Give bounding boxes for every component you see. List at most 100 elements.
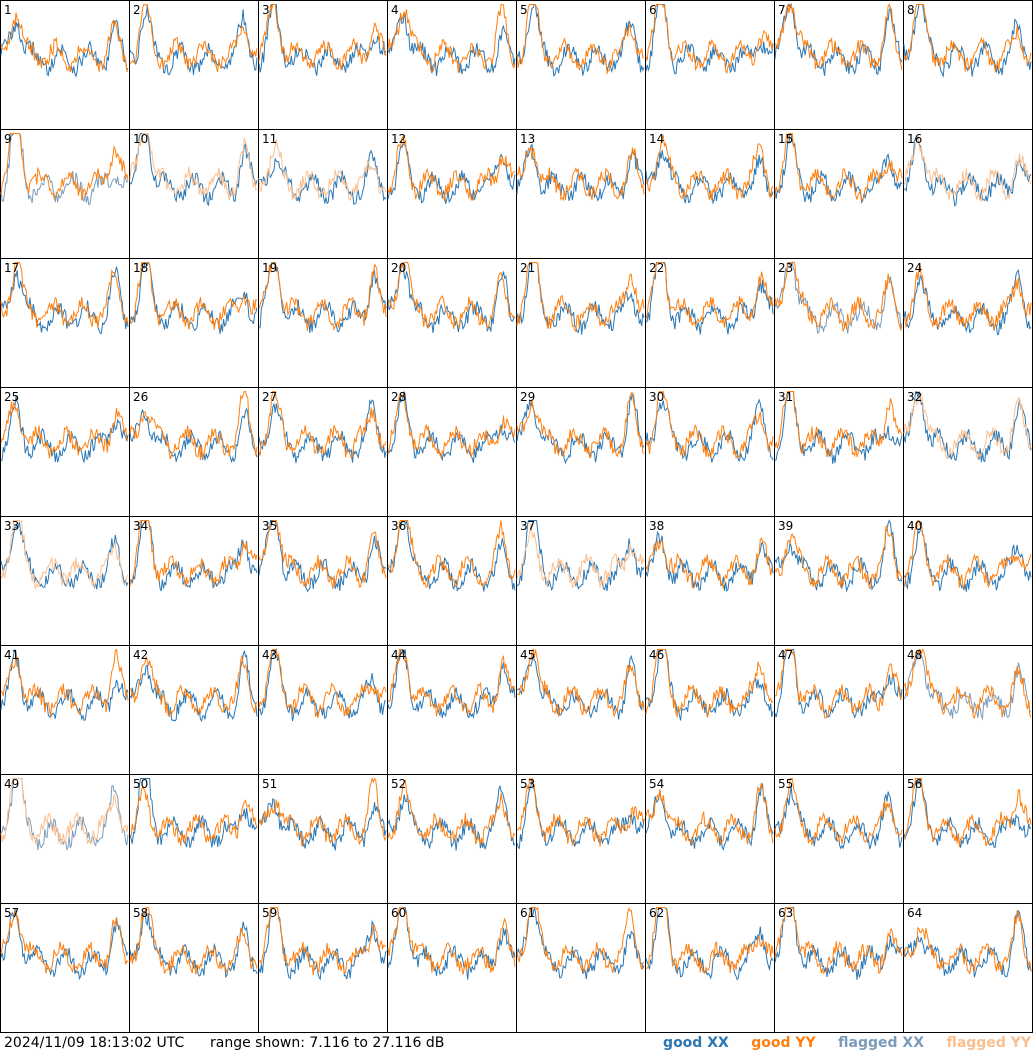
panel-frame bbox=[516, 774, 646, 904]
good-yy-trace bbox=[774, 778, 903, 847]
panel-label: 31 bbox=[778, 390, 793, 404]
panel-frame bbox=[387, 903, 517, 1033]
panel-label: 24 bbox=[907, 261, 922, 275]
panel-17: 17 bbox=[0, 258, 130, 388]
good-xx-trace bbox=[774, 519, 903, 593]
good-yy-trace bbox=[516, 647, 645, 717]
good-xx-trace bbox=[129, 778, 258, 848]
good-yy-trace bbox=[129, 261, 258, 330]
panel-3: 3 bbox=[258, 0, 388, 130]
good-yy-trace bbox=[903, 520, 1032, 589]
panel-frame bbox=[645, 516, 775, 646]
good-xx-trace bbox=[516, 392, 645, 465]
panel-label: 28 bbox=[391, 390, 406, 404]
panel-frame bbox=[0, 387, 130, 517]
panel-label: 44 bbox=[391, 648, 406, 662]
panel-20: 20 bbox=[387, 258, 517, 388]
good-yy-trace bbox=[645, 134, 774, 201]
good-yy-trace bbox=[774, 262, 903, 333]
panel-14: 14 bbox=[645, 129, 775, 259]
panel-11: 11 bbox=[258, 129, 388, 259]
panel-label: 23 bbox=[778, 261, 793, 275]
panel-label: 27 bbox=[262, 390, 277, 404]
flagged-xx-trace bbox=[903, 649, 1032, 721]
flagged-yy-trace bbox=[129, 133, 258, 201]
good-yy-trace bbox=[645, 782, 774, 846]
panel-frame bbox=[258, 774, 388, 904]
panel-label: 49 bbox=[4, 777, 19, 791]
panel-23: 23 bbox=[774, 258, 904, 388]
good-xx-trace bbox=[645, 150, 774, 205]
good-yy-trace bbox=[645, 907, 774, 975]
good-xx-trace bbox=[645, 398, 774, 463]
good-xx-trace bbox=[259, 149, 387, 205]
panel-frame bbox=[387, 645, 517, 775]
panel-frame bbox=[774, 645, 904, 775]
panel-label: 46 bbox=[649, 648, 664, 662]
panel-36: 36 bbox=[387, 516, 517, 646]
panel-46: 46 bbox=[645, 645, 775, 775]
panel-label: 42 bbox=[133, 648, 148, 662]
panel-5: 5 bbox=[516, 0, 646, 130]
panel-label: 32 bbox=[907, 390, 922, 404]
legend-good-yy: good YY bbox=[751, 1035, 816, 1051]
good-yy-trace bbox=[387, 779, 516, 846]
panel-7: 7 bbox=[774, 0, 904, 130]
panel-label: 3 bbox=[262, 3, 270, 17]
panel-frame bbox=[774, 258, 904, 388]
panel-label: 62 bbox=[649, 906, 664, 920]
good-xx-trace bbox=[516, 654, 645, 720]
panel-31: 31 bbox=[774, 387, 904, 517]
panel-label: 29 bbox=[520, 390, 535, 404]
panel-16: 16 bbox=[903, 129, 1033, 259]
panel-label: 63 bbox=[778, 906, 793, 920]
panel-label: 59 bbox=[262, 906, 277, 920]
good-yy-trace bbox=[0, 648, 129, 717]
panel-label: 33 bbox=[4, 519, 19, 533]
good-yy-trace bbox=[258, 520, 387, 590]
panel-38: 38 bbox=[645, 516, 775, 646]
panel-frame bbox=[645, 903, 775, 1033]
panel-label: 25 bbox=[4, 390, 19, 404]
good-xx-trace bbox=[516, 143, 645, 202]
panel-label: 4 bbox=[391, 3, 399, 17]
panel-frame bbox=[516, 387, 646, 517]
good-xx-trace bbox=[516, 520, 645, 592]
good-yy-trace bbox=[387, 520, 516, 588]
panel-label: 1 bbox=[4, 3, 12, 17]
good-yy-trace bbox=[903, 648, 1032, 719]
panel-frame bbox=[0, 774, 130, 904]
good-xx-trace bbox=[903, 4, 1032, 78]
good-yy-trace bbox=[516, 777, 645, 847]
panel-24: 24 bbox=[903, 258, 1033, 388]
panel-label: 39 bbox=[778, 519, 793, 533]
panel-label: 57 bbox=[4, 906, 19, 920]
good-yy-trace bbox=[775, 649, 903, 719]
panel-frame bbox=[129, 387, 259, 517]
good-yy-trace bbox=[0, 909, 129, 974]
panel-frame bbox=[645, 258, 775, 388]
panel-frame bbox=[0, 0, 130, 130]
panel-frame bbox=[645, 774, 775, 904]
panel-label: 38 bbox=[649, 519, 664, 533]
good-xx-trace bbox=[387, 143, 516, 204]
panel-label: 48 bbox=[907, 648, 922, 662]
good-xx-trace bbox=[258, 399, 387, 464]
panel-label: 13 bbox=[520, 132, 535, 146]
panel-label: 53 bbox=[520, 777, 535, 791]
panel-33: 33 bbox=[0, 516, 130, 646]
panel-62: 62 bbox=[645, 903, 775, 1033]
panel-43: 43 bbox=[258, 645, 388, 775]
good-xx-trace bbox=[903, 521, 1032, 592]
good-yy-trace bbox=[645, 537, 774, 589]
panel-label: 58 bbox=[133, 906, 148, 920]
legend-flagged-yy: flagged YY bbox=[946, 1035, 1031, 1051]
panel-29: 29 bbox=[516, 387, 646, 517]
good-yy-trace bbox=[516, 262, 645, 333]
panel-44: 44 bbox=[387, 645, 517, 775]
flagged-xx-trace bbox=[0, 133, 129, 206]
panel-13: 13 bbox=[516, 129, 646, 259]
panel-label: 35 bbox=[262, 519, 277, 533]
good-yy-trace bbox=[258, 649, 387, 718]
